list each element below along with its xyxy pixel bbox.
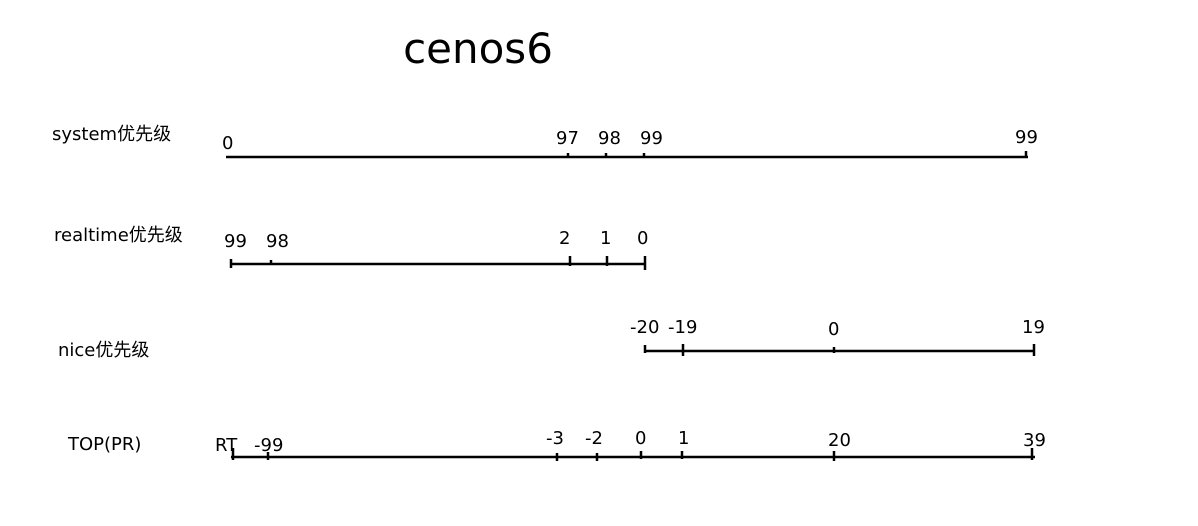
row-label-system: system优先级 (52, 124, 171, 145)
row-realtime: realtime优先级 99 98 2 1 0 (54, 225, 648, 270)
row-top-pr: TOP(PR) RT -99 -3 -2 0 1 20 39 (67, 428, 1046, 461)
tick-label: 99 (640, 128, 663, 149)
tick-label: -2 (585, 428, 603, 449)
row-label-nice: nice优先级 (58, 340, 149, 361)
row-system: system优先级 0 97 98 99 99 (52, 124, 1038, 159)
tick-label: -3 (546, 428, 564, 449)
tick-label: -99 (254, 435, 283, 456)
tick-label: 1 (600, 228, 611, 249)
tick-label: 0 (222, 133, 233, 154)
tick-label: -19 (668, 317, 697, 338)
tick-label: 99 (1015, 127, 1038, 148)
tick-label: 97 (556, 128, 579, 149)
tick-label: 2 (559, 228, 570, 249)
row-label-realtime: realtime优先级 (54, 225, 183, 246)
tick-label: 0 (828, 319, 839, 340)
tick-label: 1 (678, 428, 689, 449)
row-label-top-pr: TOP(PR) (67, 434, 141, 455)
tick-label: 98 (598, 128, 621, 149)
row-nice: nice优先级 -20 -19 0 19 (58, 317, 1045, 361)
tick-label: 0 (637, 228, 648, 249)
tick-label: 0 (635, 428, 646, 449)
tick-label: RT (215, 435, 238, 456)
tick-label: 99 (224, 231, 247, 252)
diagram-title: cenos6 (403, 24, 553, 73)
tick-label: 19 (1022, 317, 1045, 338)
tick-label: -20 (630, 317, 659, 338)
tick-label: 20 (828, 430, 851, 451)
tick-label: 98 (266, 231, 289, 252)
tick-label: 39 (1023, 430, 1046, 451)
